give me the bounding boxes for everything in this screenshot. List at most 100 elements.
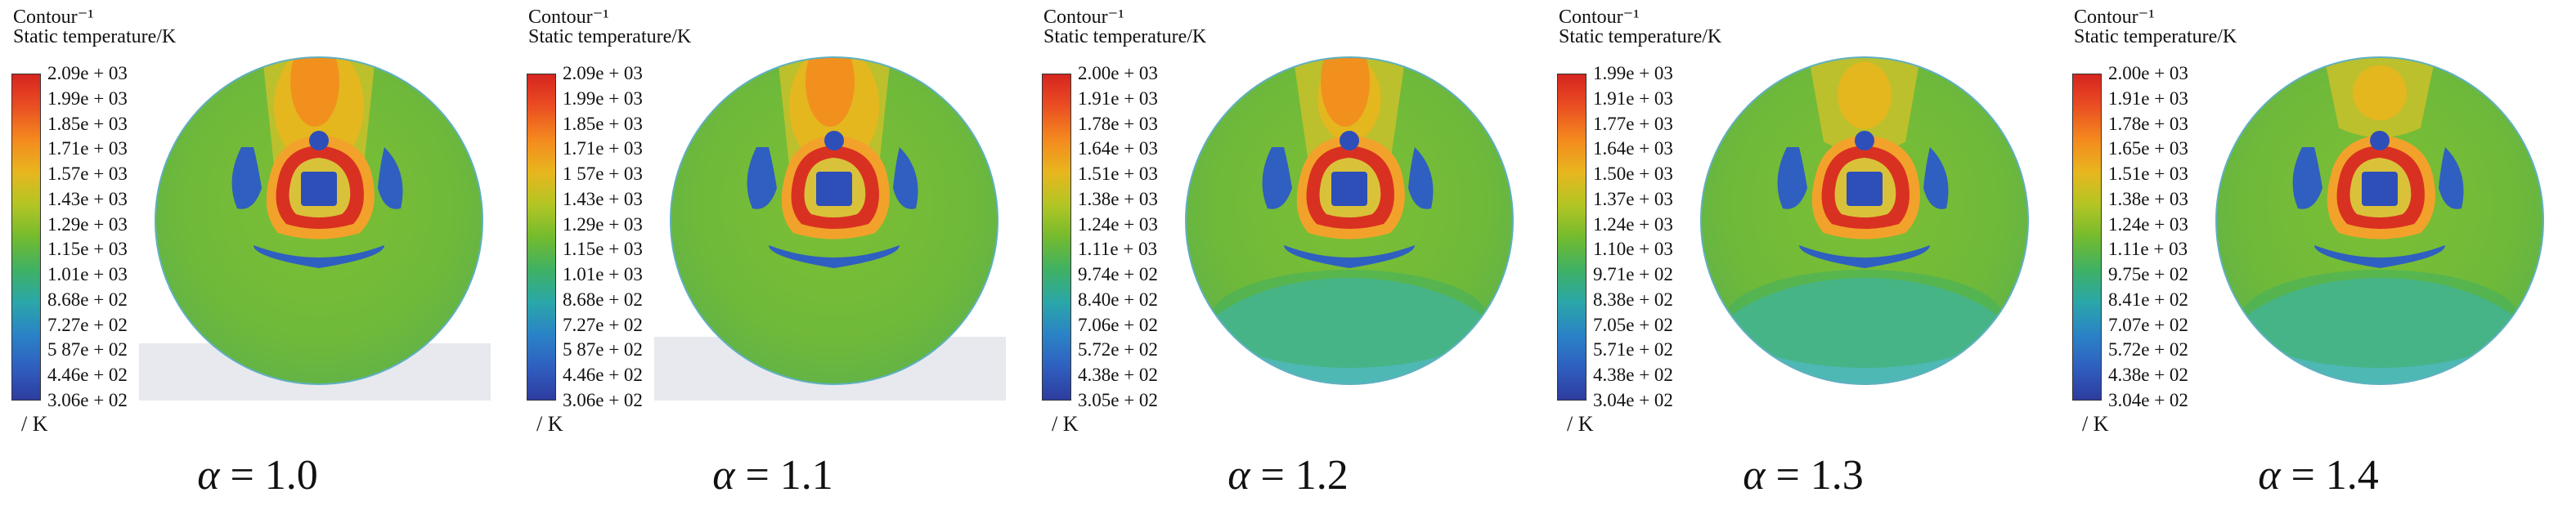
alpha-caption: α = 1.3 — [1546, 451, 2061, 499]
alpha-value: = 1.2 — [1260, 452, 1349, 499]
colorbar-tick-label: 1.91e + 03 — [1593, 87, 1673, 109]
temperature-contour-plot — [2215, 56, 2544, 385]
colorbar-tick-label: 8.38e + 02 — [1593, 289, 1673, 310]
colorbar-tick-label: 1.65e + 03 — [2108, 138, 2188, 159]
colorbar-tick-label: 8.41e + 02 — [2108, 289, 2188, 310]
colorbar-tick-label: 4.38e + 02 — [2108, 365, 2188, 386]
core-cold-spot — [816, 172, 852, 206]
colorbar-tick-label: 1 57e + 03 — [563, 163, 643, 185]
colorbar-tick-label: 1.99e + 03 — [47, 87, 128, 109]
cold-region — [1284, 245, 1415, 268]
core-cold-spot — [301, 172, 337, 206]
cold-region — [254, 245, 384, 268]
alpha-value: = 1.1 — [745, 452, 833, 499]
contour-panel: Contour⁻¹ Static temperature/K 1.99e + 03 1… — [1546, 0, 2061, 506]
colorbar-tick-label: 1.11e + 03 — [1078, 239, 1158, 260]
colorbar-tick-label: 1.50e + 03 — [1593, 163, 1673, 185]
cold-region — [378, 147, 403, 209]
colorbar-tick-label: 8.68e + 02 — [563, 289, 643, 310]
colorbar-tick-label: 3.06e + 02 — [47, 390, 128, 410]
colorbar-tick-label: 4.38e + 02 — [1078, 365, 1158, 386]
cold-region — [1923, 147, 1949, 209]
colorbar-tick-label: 4.38e + 02 — [1593, 365, 1673, 386]
colorbar-tick-label: 2.00e + 03 — [2108, 63, 2188, 83]
contour-header: Contour⁻¹ — [13, 7, 94, 28]
colorbar-tick-label: 1.29e + 03 — [563, 213, 643, 235]
contour-panel: Contour⁻¹ Static temperature/K 2.00e + 03 1… — [1030, 0, 1546, 506]
alpha-symbol: α — [2258, 452, 2281, 499]
contour-panel: Contour⁻¹ Static temperature/K 2.09e + 03 1… — [515, 0, 1030, 506]
colorbar-tick-label: 1.38e + 03 — [1078, 188, 1158, 209]
colorbar-tick-label: 1.71e + 03 — [47, 138, 128, 159]
colorbar-tick-label: 1.37e + 03 — [1593, 188, 1673, 209]
contour-header: Contour⁻¹ — [1559, 7, 1640, 28]
alpha-caption: α = 1.0 — [0, 451, 515, 499]
colorbar-tick-label: 3.05e + 02 — [1078, 390, 1158, 410]
contour-header: Contour⁻¹ — [2074, 7, 2155, 28]
colorbar — [2072, 74, 2102, 401]
colorbar-tick-label: 1.24e + 03 — [1078, 213, 1158, 235]
cold-region — [1408, 147, 1434, 209]
variable-header: Static temperature/K — [1043, 26, 1207, 47]
colorbar-tick-label: 5 87e + 02 — [563, 339, 643, 360]
alpha-value: = 1.3 — [1775, 452, 1864, 499]
colorbar-tick-label: 1.43e + 03 — [47, 188, 128, 209]
alpha-value: = 1.0 — [230, 452, 318, 499]
colorbar-tick-label: 7.07e + 02 — [2108, 314, 2188, 335]
colorbar — [11, 74, 41, 401]
colorbar-tick-label: 1.10e + 03 — [1593, 239, 1673, 260]
colorbar-tick-label: 1.64e + 03 — [1593, 138, 1673, 159]
colorbar-tick-label: 1.51e + 03 — [2108, 163, 2188, 185]
colorbar-tick-label: 1.64e + 03 — [1078, 138, 1158, 159]
core-cold-spot — [1331, 172, 1367, 206]
colorbar-tick-label: 1.71e + 03 — [563, 138, 643, 159]
colorbar-tick-label: 1.24e + 03 — [2108, 213, 2188, 235]
cold-region — [1799, 245, 1930, 268]
colorbar-tick-label: 1.43e + 03 — [563, 188, 643, 209]
variable-header: Static temperature/K — [13, 26, 177, 47]
colorbar — [1557, 74, 1586, 401]
unit-label: / K — [536, 412, 563, 436]
unit-label: / K — [1052, 412, 1079, 436]
colorbar-tick-label: 1.91e + 03 — [2108, 87, 2188, 109]
colorbar-tick-label: 9.75e + 02 — [2108, 264, 2188, 285]
colorbar-tick-label: 1.38e + 03 — [2108, 188, 2188, 209]
alpha-caption: α = 1.4 — [2061, 451, 2576, 499]
variable-header: Static temperature/K — [1559, 26, 1722, 47]
temperature-contour-plot — [1700, 56, 2029, 385]
colorbar-tick-label: 1.78e + 03 — [1078, 113, 1158, 134]
colorbar-tick-label: 1.11e + 03 — [2108, 239, 2188, 260]
cold-region — [747, 147, 777, 209]
cold-region — [1777, 147, 1807, 209]
cold-region — [231, 147, 262, 209]
core-cold-spot — [2362, 172, 2398, 206]
alpha-value: = 1.4 — [2291, 452, 2379, 499]
core-cold-spot — [1847, 172, 1883, 206]
contour-header: Contour⁻¹ — [528, 7, 609, 28]
colorbar-tick-label: 1.85e + 03 — [563, 113, 643, 134]
alpha-caption: α = 1.2 — [1030, 451, 1546, 499]
variable-header: Static temperature/K — [2074, 26, 2237, 47]
colorbar-tick-label: 1.78e + 03 — [2108, 113, 2188, 134]
colorbar-tick-label: 1.77e + 03 — [1593, 113, 1673, 134]
cold-region — [769, 245, 900, 268]
colorbar-tick-label: 4.46e + 02 — [563, 365, 643, 386]
colorbar-tick-label: 3.04e + 02 — [2108, 390, 2188, 410]
colorbar — [527, 74, 556, 401]
colorbar-tick-label: 7.27e + 02 — [47, 314, 128, 335]
colorbar-tick-label: 2.09e + 03 — [47, 63, 128, 83]
contour-header: Contour⁻¹ — [1043, 7, 1124, 28]
cold-region — [2439, 147, 2464, 209]
colorbar-tick-label: 1.91e + 03 — [1078, 87, 1158, 109]
alpha-symbol: α — [197, 452, 220, 499]
colorbar-tick-label: 1.15e + 03 — [563, 239, 643, 260]
colorbar — [1042, 74, 1071, 401]
colorbar-tick-label: 1.29e + 03 — [47, 213, 128, 235]
colorbar-tick-label: 2.00e + 03 — [1078, 63, 1158, 83]
colorbar-tick-label: 8.68e + 02 — [47, 289, 128, 310]
alpha-caption: α = 1.1 — [515, 451, 1030, 499]
unit-label: / K — [2082, 412, 2109, 436]
colorbar-tick-label: 1.15e + 03 — [47, 239, 128, 260]
alpha-symbol: α — [1743, 452, 1766, 499]
colorbar-tick-label: 1.99e + 03 — [1593, 63, 1673, 83]
